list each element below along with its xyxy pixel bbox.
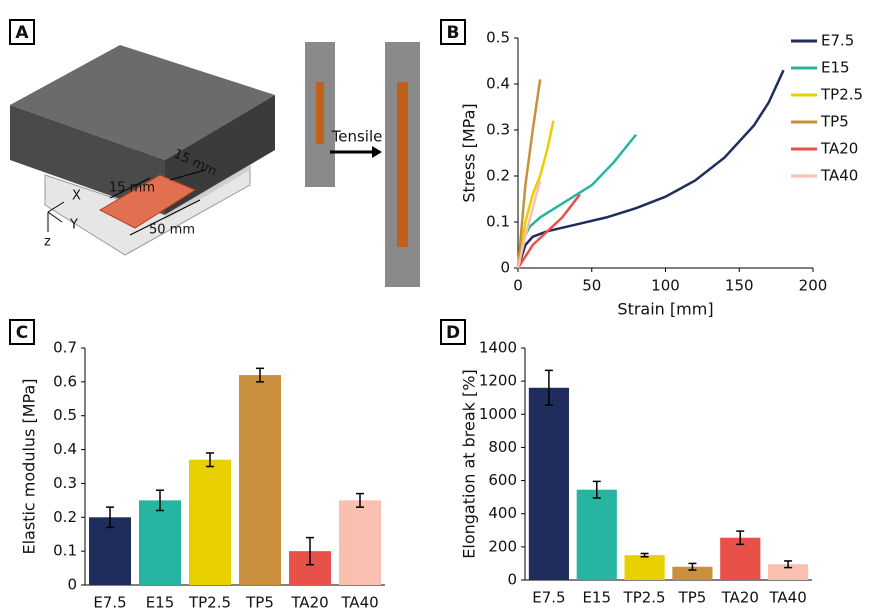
y-tick-label: 0.1 [53, 542, 77, 560]
panel-label: C [16, 323, 28, 343]
y-tick-label: 1000 [479, 405, 517, 423]
x-tick-label: TA40 [768, 589, 806, 607]
bar [189, 459, 231, 585]
panel-box [9, 319, 35, 345]
y-tick-label: 0.6 [53, 372, 77, 390]
legend-label: TA40 [820, 167, 858, 185]
panel-label: B [447, 23, 460, 43]
y-tick-label: 400 [488, 504, 517, 522]
y-tick-label: 0.7 [53, 339, 77, 357]
line-series [516, 193, 581, 269]
bar [767, 564, 809, 580]
axis-glyph: Y [69, 218, 78, 233]
bar [624, 555, 665, 580]
bar [139, 500, 181, 585]
panel-box [440, 19, 466, 45]
x-tick-label: E7.5 [93, 594, 126, 612]
x-tick-label: TA20 [721, 589, 759, 607]
y-tick-label: 0 [67, 576, 77, 594]
x-tick-label: 50 [582, 277, 601, 295]
x-tick-label: TA40 [340, 594, 378, 612]
y-tick-label: 0.2 [486, 167, 510, 185]
y-tick-label: 600 [488, 471, 517, 489]
x-tick-label: TP5 [678, 589, 707, 607]
y-tick-label: 0.4 [486, 75, 510, 93]
bar [239, 375, 281, 585]
x-tick-label: TP2.5 [623, 589, 666, 607]
x-tick-label: 200 [799, 277, 828, 295]
y-tick-label: 0.5 [486, 29, 510, 47]
mold-diagram [10, 45, 275, 256]
y-tick-label: 0 [507, 571, 517, 589]
bar [672, 566, 713, 580]
axis-glyph: X [72, 189, 81, 204]
x-tick-label: TA20 [290, 594, 328, 612]
line-series [516, 180, 542, 269]
legend-label: TA20 [820, 140, 858, 158]
x-tick-label: TP2.5 [188, 594, 231, 612]
axis-glyph: z [44, 235, 51, 250]
line-series [516, 79, 542, 269]
y-tick-label: 200 [488, 537, 517, 555]
line-series [516, 120, 555, 269]
panel-box [9, 19, 35, 45]
legend-label: E15 [821, 59, 850, 77]
x-tick-label: TP5 [245, 594, 274, 612]
x-tick-label: E15 [582, 589, 611, 607]
y-tick-label: 0.2 [53, 508, 77, 526]
x-tick-label: 150 [725, 277, 754, 295]
y-tick-label: 800 [488, 438, 517, 456]
x-tick-label: E7.5 [532, 589, 565, 607]
dimension-label: 50 mm [149, 223, 195, 238]
y-axis-label: Elongation at break [%] [460, 369, 479, 558]
y-tick-label: 0.5 [53, 406, 77, 424]
line-series [516, 69, 785, 269]
x-tick-label: 0 [513, 277, 523, 295]
arrow-label: Tensile [331, 128, 383, 146]
bar [528, 387, 570, 580]
y-tick-label: 0 [500, 259, 510, 277]
panel-box [440, 319, 466, 345]
y-tick-label: 0.3 [486, 121, 510, 139]
y-tick-label: 0.1 [486, 213, 510, 231]
y-tick-label: 0.3 [53, 474, 77, 492]
x-tick-label: 100 [651, 277, 680, 295]
panel-label: A [15, 23, 29, 43]
legend-label: TP2.5 [820, 86, 863, 104]
dimension-label: 15 mm [109, 181, 155, 196]
legend-label: TP5 [820, 113, 849, 131]
y-axis-label: Elastic modulus [MPa] [20, 379, 39, 555]
y-axis-label: Stress [MPa] [460, 103, 479, 202]
bar [339, 500, 381, 585]
y-tick-label: 1200 [479, 372, 517, 390]
y-tick-label: 1400 [479, 339, 517, 357]
x-tick-label: E15 [146, 594, 175, 612]
bar [576, 489, 617, 580]
panel-label: D [446, 323, 460, 343]
x-axis-label: Strain [mm] [617, 300, 713, 319]
specimen-photos [305, 42, 420, 287]
legend-label: E7.5 [821, 32, 854, 50]
y-tick-label: 0.4 [53, 440, 77, 458]
bar [89, 517, 131, 585]
